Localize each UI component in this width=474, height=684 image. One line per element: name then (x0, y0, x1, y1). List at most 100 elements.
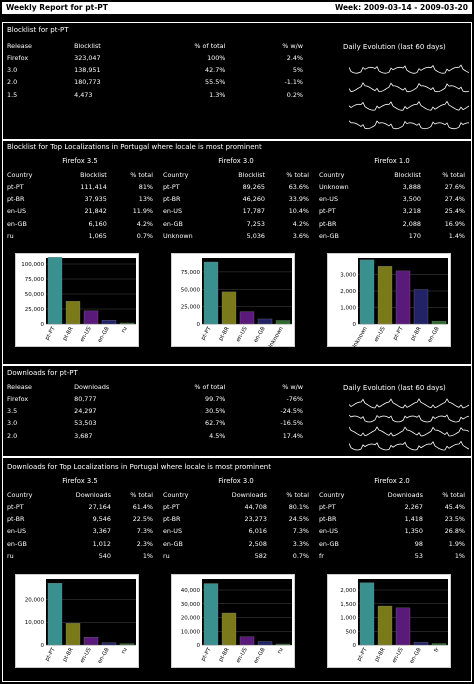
table-cell: 13% (138, 195, 153, 204)
y-tick-label: 1,000 (340, 616, 356, 622)
table-cell: 27.6% (444, 183, 465, 192)
bar (377, 266, 393, 325)
table-cell: 61.4% (132, 503, 153, 512)
col-percent-total: % of total (194, 383, 226, 391)
y-tick-label: 0 (41, 643, 45, 649)
table-row: ru 1,065 0.7% (5, 230, 155, 242)
table-cell: 98 (414, 539, 423, 548)
table-cell: 3,888 (402, 183, 421, 192)
table-cell: 1,418 (404, 515, 423, 524)
table-cell: 2.4% (286, 54, 303, 63)
table-row: pt-PT 89,265 63.6% (161, 181, 311, 193)
table-row: en-US 21,842 11.9% (5, 205, 155, 217)
x-tick-label: pt-PT (392, 325, 405, 341)
table-cell: 100% (207, 54, 226, 63)
table-row: pt-BR 9,546 22.5% (5, 513, 155, 525)
bar (65, 301, 81, 325)
x-tick-label: pt-PT (200, 325, 213, 341)
table-row: pt-BR 23,273 24.5% (161, 513, 311, 525)
table-cell: 0.7% (292, 551, 309, 560)
y-tick-label: 1,000 (340, 306, 356, 312)
table-cell: 3.0 (7, 66, 18, 75)
table-cell: 6,160 (88, 219, 107, 228)
table-cell: 0.2% (286, 90, 303, 99)
table-row: en-US 6,016 7.3% (161, 525, 311, 537)
downloads-locale-section: Downloads for Top Localizations in Portu… (2, 457, 472, 682)
table-cell: pt-PT (163, 503, 180, 512)
table-row: en-GB 6,160 4.2% (5, 218, 155, 230)
blocklist-title: Blocklist for pt-PT (7, 26, 69, 34)
table-cell: 30.5% (205, 407, 226, 416)
y-tick-label: 50,000 (181, 287, 201, 293)
column-header: % total (130, 171, 153, 179)
column-header: Blocklist (394, 171, 421, 179)
table-cell: 99.7% (205, 395, 226, 404)
bar (83, 637, 99, 646)
table-row: pt-BR 1,418 23.5% (317, 513, 467, 525)
column-header: Country (163, 491, 189, 499)
table-cell: 180,773 (74, 78, 101, 87)
y-tick-label: 500 (346, 629, 357, 635)
table-cell: 4.2% (292, 219, 309, 228)
table-cell: ru (163, 551, 170, 560)
table-cell: pt-PT (7, 503, 24, 512)
locale-table: Country Downloads% total pt-PT 44,708 80.1% p… (161, 489, 311, 562)
table-cell: 27.4% (444, 195, 465, 204)
x-tick-label: en-US (235, 647, 249, 665)
table-cell: en-GB (163, 219, 183, 228)
table-cell: 3,500 (402, 195, 421, 204)
downloads-evolution-title: Daily Evolution (last 60 days) (343, 384, 446, 392)
table-cell: 6,016 (248, 527, 267, 536)
bar (119, 322, 135, 325)
table-cell: 9,546 (92, 515, 111, 524)
y-tick-label: 30,000 (181, 602, 201, 608)
table-cell: -16.5% (280, 419, 303, 428)
table-cell: 62.7% (205, 419, 226, 428)
table-cell: 3.5 (7, 407, 18, 416)
table-cell: 170 (408, 231, 421, 240)
x-tick-label: pt-PT (44, 325, 57, 341)
table-row: Firefox 80,777 99.7% -76% (5, 393, 305, 405)
table-cell: 1.9% (448, 539, 465, 548)
table-cell: 24,297 (74, 407, 97, 416)
table-row: 3.5 24,297 30.5% -24.5% (5, 405, 305, 417)
x-tick-label: pt-BR (218, 647, 231, 663)
table-cell: fr (319, 551, 324, 560)
table-cell: 138,951 (74, 66, 101, 75)
column-header: % total (442, 171, 465, 179)
downloads-title: Downloads for pt-PT (7, 369, 78, 377)
table-cell: Firefox (7, 395, 29, 404)
table-cell: 63.6% (288, 183, 309, 192)
column-header: Country (163, 171, 189, 179)
x-tick-label: ru (121, 647, 129, 655)
downloads-table: Release Downloads % of total % w/w Firef… (5, 381, 305, 442)
table-row: pt-PT 111,414 81% (5, 181, 155, 193)
x-tick-label: en-GB (253, 647, 267, 665)
table-cell: pt-BR (319, 515, 337, 524)
column-header: % total (442, 491, 465, 499)
table-cell: 2,267 (404, 503, 423, 512)
table-cell: 1% (142, 551, 153, 560)
table-row: Firefox 323,047 100% 2.4% (5, 52, 305, 64)
downloads-locale-title: Downloads for Top Localizations in Portu… (7, 463, 271, 471)
x-tick-label: ru (121, 326, 129, 334)
table-cell: 11.9% (132, 207, 153, 216)
table-row: en-GB 7,253 4.2% (161, 218, 311, 230)
x-tick-label: pt-BR (410, 326, 423, 342)
report-week: Week: 2009-03-14 - 2009-03-20 (334, 3, 468, 12)
bar (413, 289, 429, 325)
table-cell: 7.3% (292, 527, 309, 536)
table-cell: 7,253 (246, 219, 265, 228)
table-row: pt-BR 37,935 13% (5, 193, 155, 205)
table-row: en-GB 98 1.9% (317, 538, 467, 550)
table-row: fr 53 1% (317, 550, 467, 562)
panel-caption: Firefox 3.0 (218, 477, 254, 485)
table-cell: 1,065 (88, 231, 107, 240)
table-cell: 44,708 (244, 503, 267, 512)
bar (395, 270, 411, 325)
table-cell: 17.4% (282, 431, 303, 440)
table-cell: 45.4% (444, 503, 465, 512)
bar (221, 612, 237, 646)
table-cell: 2,088 (402, 219, 421, 228)
table-cell: 3.3% (292, 539, 309, 548)
